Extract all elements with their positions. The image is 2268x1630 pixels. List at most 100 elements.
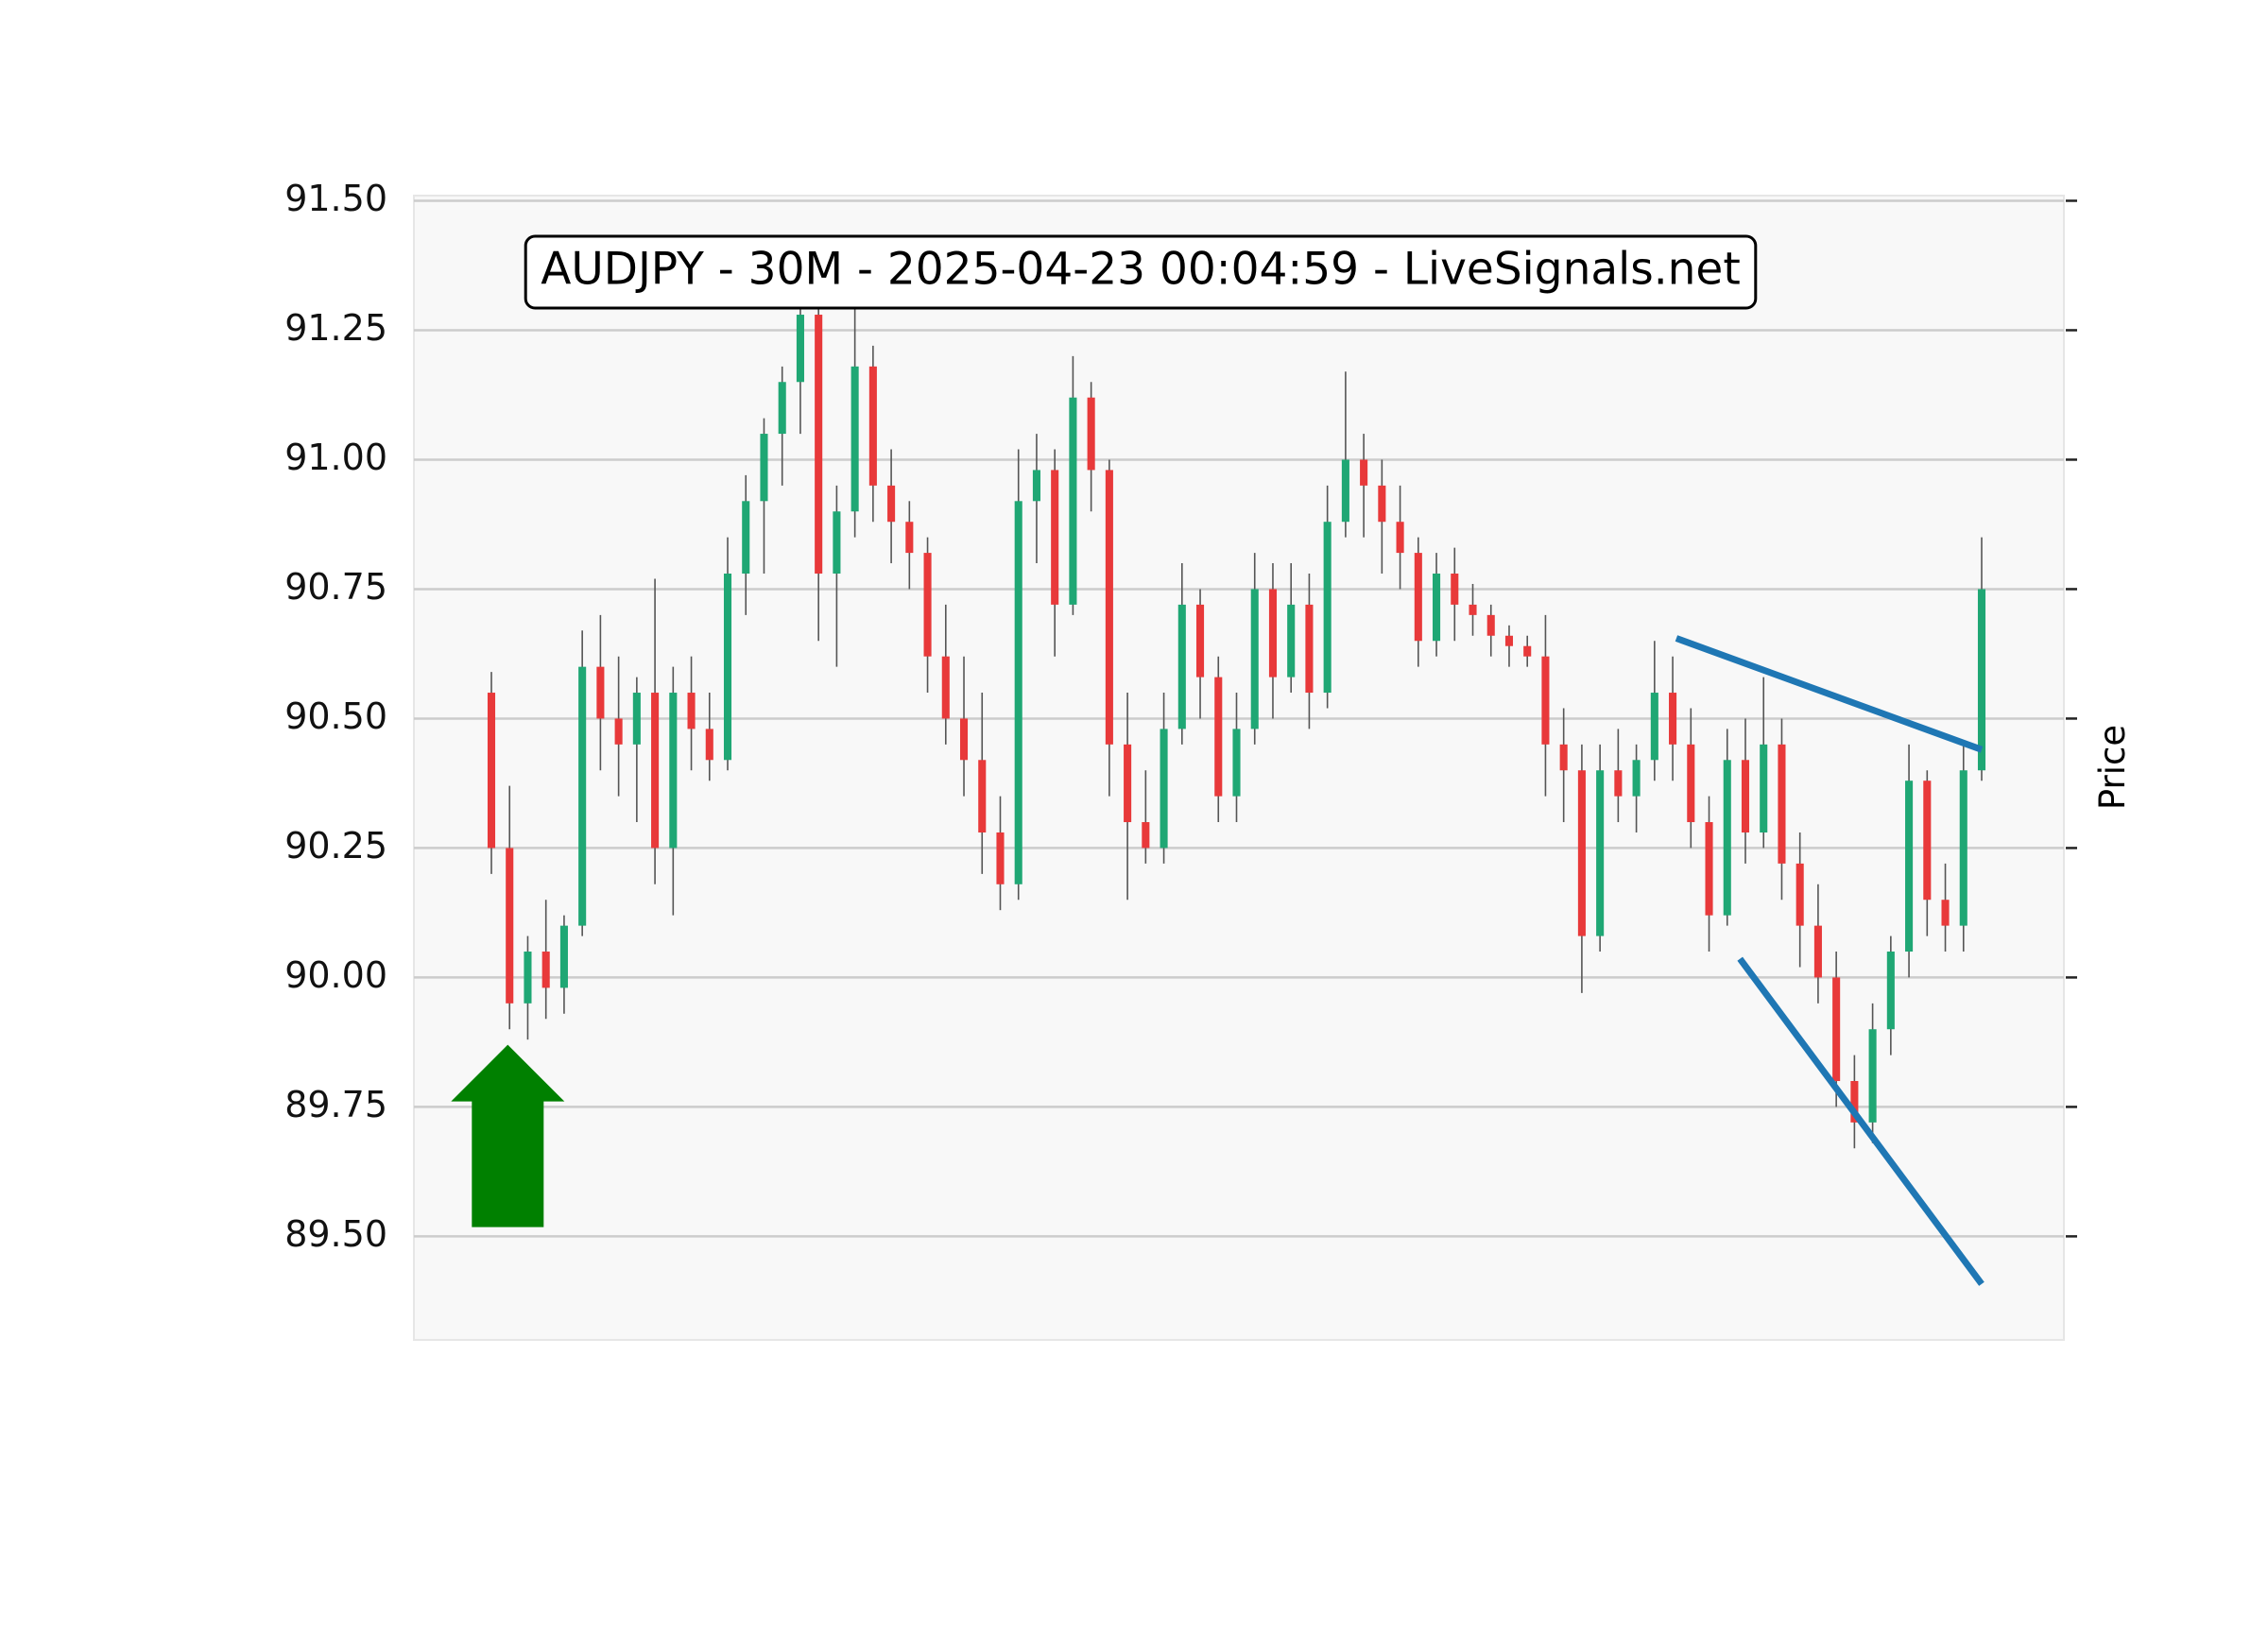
candle-body [1323, 522, 1332, 694]
candles [487, 294, 1986, 1149]
candle-body [850, 366, 859, 512]
y-tick-label: 91.00 [284, 437, 387, 478]
candle-body [905, 522, 914, 554]
candle-body [868, 366, 877, 486]
candle-body [1977, 589, 1986, 771]
candle-body [1705, 822, 1713, 916]
candle-body [1650, 693, 1658, 761]
chart-title: AUDJPY - 30M - 2025-04-23 00:04:59 - Liv… [541, 244, 1741, 296]
candle-body [614, 718, 623, 745]
candle-body [1433, 574, 1441, 642]
candle-body [1124, 744, 1132, 823]
y-tick-label: 91.50 [284, 178, 387, 219]
candle-body [941, 656, 950, 719]
candle-body [1796, 863, 1804, 926]
candle-body [1559, 744, 1568, 771]
candle-body [1105, 470, 1113, 745]
candle-body [1195, 604, 1205, 678]
candle-body [1396, 522, 1404, 554]
y-axis-label: Price [2092, 725, 2133, 810]
candle-body [506, 848, 514, 1004]
candle-body [778, 382, 786, 435]
candle-body [1177, 604, 1186, 729]
candle-body [1287, 604, 1296, 678]
candle-body [1832, 977, 1841, 1082]
y-tick-label: 90.25 [284, 825, 387, 866]
candle-body [1741, 760, 1750, 832]
y-tick-label: 90.00 [284, 954, 387, 996]
candle-body [1268, 589, 1278, 678]
candle-body [1160, 729, 1168, 849]
candle-body [1232, 729, 1241, 797]
candle-body [723, 574, 732, 761]
candle-body [1614, 770, 1623, 797]
candle-body [705, 729, 713, 761]
candle-body [1486, 614, 1495, 636]
candle-body [1723, 760, 1731, 916]
candle-body [1142, 822, 1150, 849]
overlay [451, 635, 1984, 1286]
candle-body [978, 760, 987, 832]
candle-body [1469, 604, 1477, 615]
candle-body [887, 485, 896, 523]
candle-body [1905, 781, 1914, 952]
candle-body [541, 952, 550, 988]
candle-body [1760, 744, 1768, 832]
trendline [1675, 635, 1984, 753]
candle-body [1577, 770, 1586, 936]
candle-body [1069, 397, 1077, 605]
candle-body [578, 666, 587, 926]
candle-body [1850, 1081, 1859, 1123]
candle-body [1886, 952, 1895, 1030]
candle-body [1596, 770, 1605, 936]
trendline [1737, 956, 1984, 1286]
candle-body [742, 501, 750, 575]
y-tick-label: 90.50 [284, 695, 387, 737]
candle-body [1014, 501, 1022, 884]
y-tick-label: 89.50 [284, 1213, 387, 1255]
candle-body [1941, 900, 1950, 926]
candle-body [1087, 397, 1095, 471]
candle-body [833, 511, 841, 575]
candle-body [1868, 1029, 1877, 1123]
candle-body [1451, 574, 1459, 605]
y-tick-label: 91.25 [284, 307, 387, 349]
y-tick-label: 89.75 [284, 1084, 387, 1125]
candle-body [1959, 770, 1967, 926]
candle-body [996, 832, 1005, 884]
candle-body [1541, 656, 1550, 745]
candle-body [1813, 925, 1822, 978]
candle-body [1687, 744, 1695, 823]
candle-body [1305, 604, 1314, 694]
candle-body [1051, 470, 1059, 605]
candle-body [1360, 459, 1368, 486]
title-box: AUDJPY - 30M - 2025-04-23 00:04:59 - Liv… [524, 234, 1758, 310]
candle-body [1504, 635, 1514, 646]
y-tick-label: 90.75 [284, 566, 387, 608]
candle-body [596, 666, 605, 719]
title-frame [524, 234, 1758, 310]
candle-body [815, 315, 823, 575]
candle-body [760, 434, 768, 502]
candle-body [632, 693, 641, 745]
candle-body [669, 693, 678, 849]
signal-arrow [451, 1044, 565, 1227]
candle-body [1341, 459, 1349, 523]
candle-body [1778, 744, 1786, 864]
candle-body [923, 553, 932, 657]
candle-body [524, 952, 532, 1004]
candle-body [796, 315, 804, 383]
candle-body [1414, 553, 1422, 642]
candle-body [1214, 677, 1223, 797]
candle-body [1923, 781, 1932, 901]
candle-body [1669, 693, 1677, 745]
candle-body [959, 718, 969, 761]
candle-body [559, 925, 568, 988]
candle-body [1378, 485, 1386, 523]
candle-body [651, 693, 660, 849]
candle-body [1632, 760, 1641, 797]
candle-body [1523, 645, 1532, 657]
candle-body [487, 693, 496, 849]
